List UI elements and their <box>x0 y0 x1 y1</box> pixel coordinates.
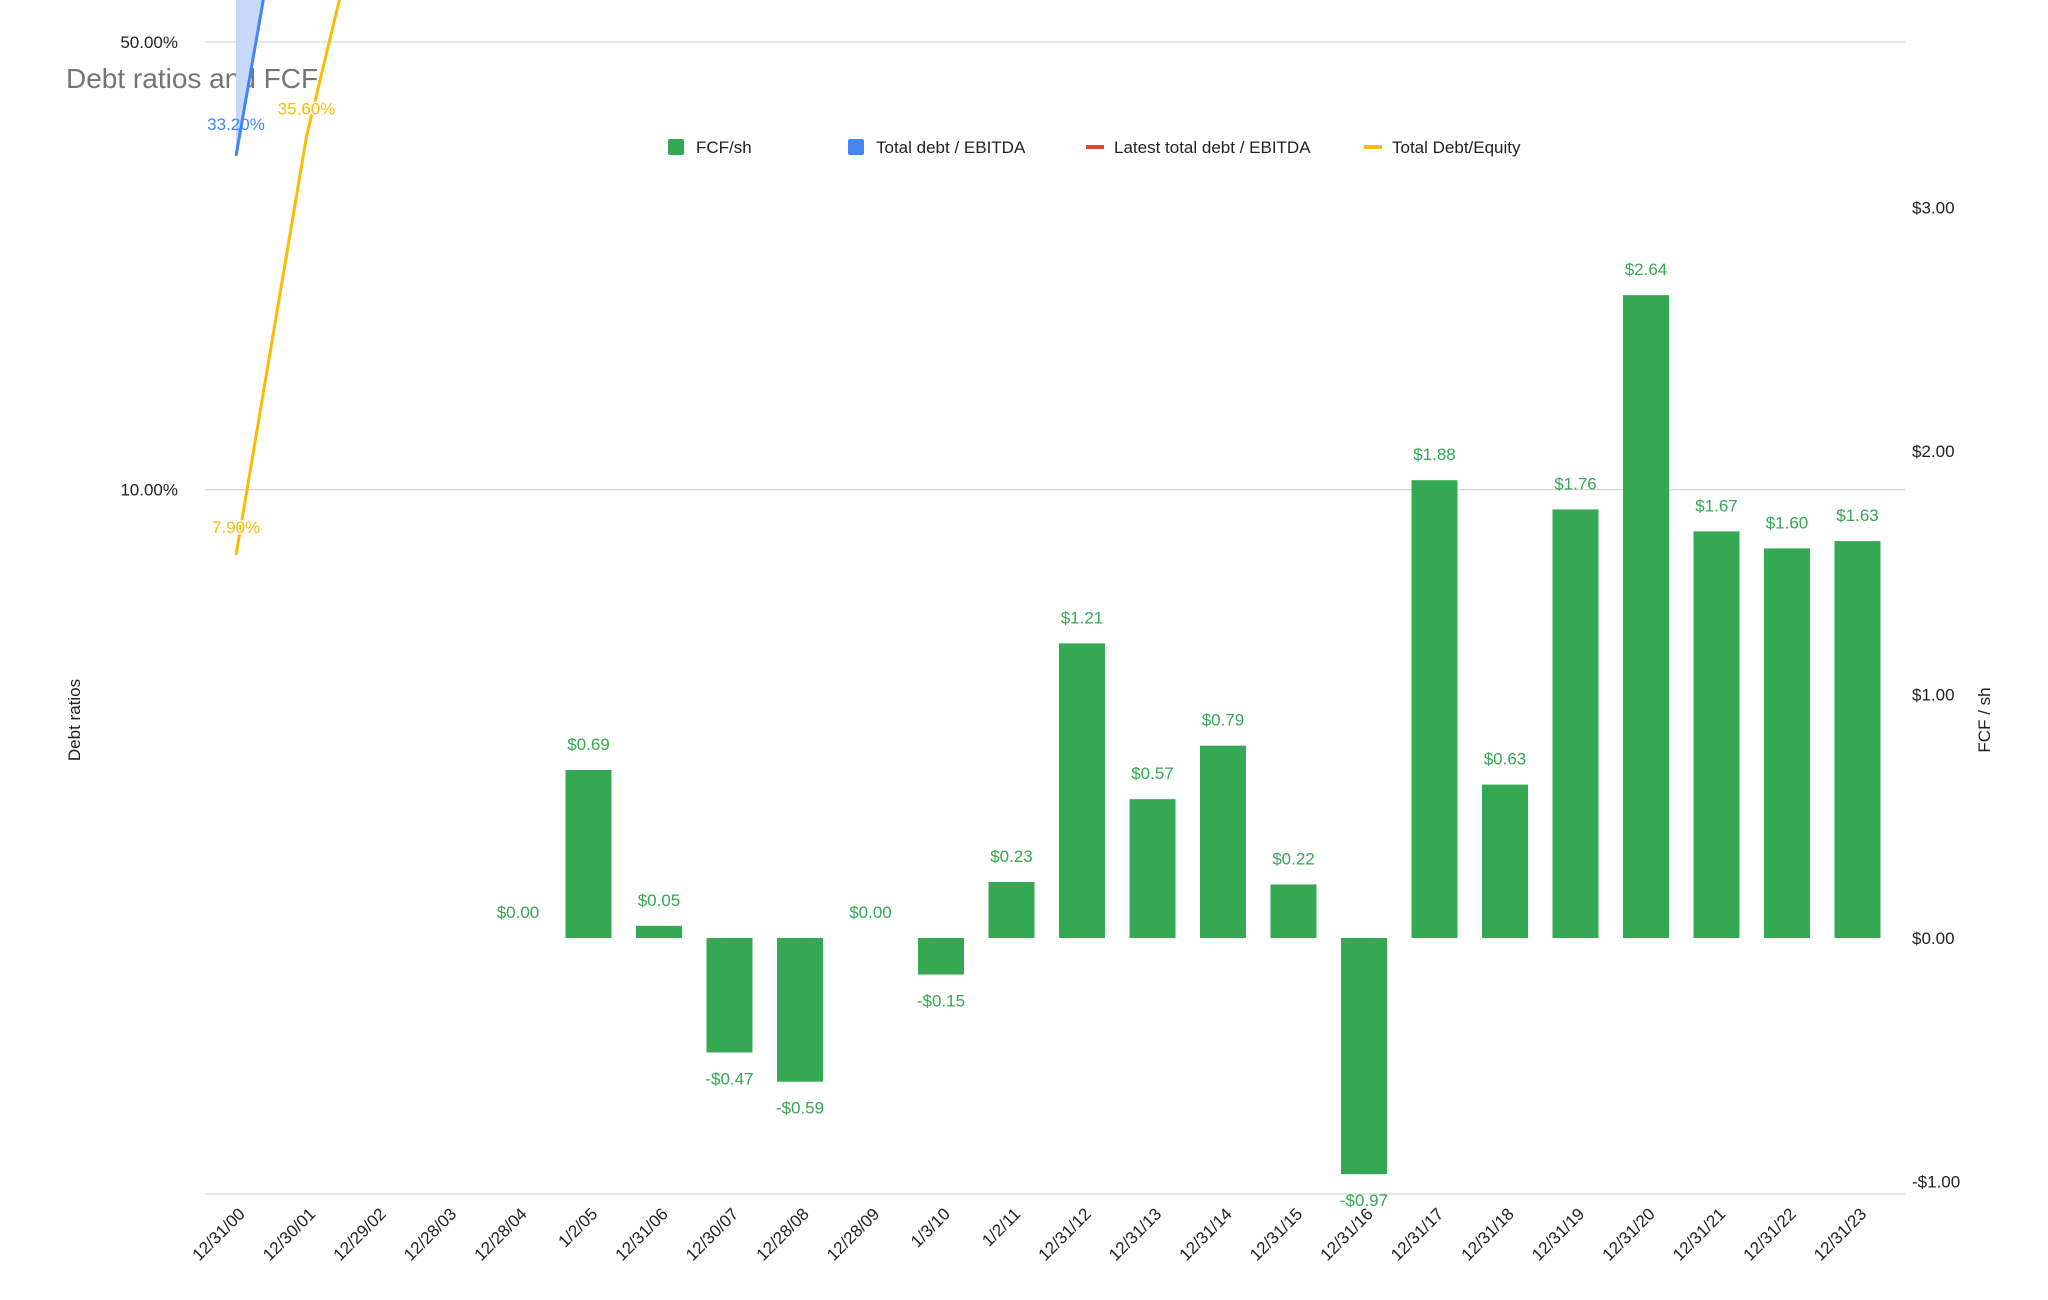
debt-ebitda-label-12-31-00: 33.20% <box>207 115 265 134</box>
fcf-bar-12-31-12 <box>1059 643 1105 938</box>
x-tick-label-12-31-06: 12/31/06 <box>612 1204 672 1264</box>
fcf-bar-12-31-14 <box>1200 745 1246 938</box>
fcf-bar-12-30-07 <box>706 938 753 1053</box>
y-left-tick-label: 50.00% <box>120 33 178 52</box>
fcf-label-12-28-09: $0.00 <box>849 903 892 922</box>
fcf-bar-12-31-20 <box>1623 295 1669 938</box>
x-tick-label-1-2-11: 1/2/11 <box>978 1204 1024 1250</box>
fcf-label-12-28-04: $0.00 <box>497 903 540 922</box>
x-tick-label-12-30-07: 12/30/07 <box>682 1204 742 1264</box>
x-tick-label-12-28-08: 12/28/08 <box>753 1204 813 1264</box>
fcf-bars <box>565 295 1881 1175</box>
y-right-tick-label: $2.00 <box>1912 442 1955 461</box>
x-tick-label-12-29-02: 12/29/02 <box>330 1204 390 1264</box>
fcf-label-1-2-05: $0.69 <box>567 735 610 754</box>
fcf-bar-12-31-22 <box>1764 548 1810 938</box>
legend-label-fcf-sh: FCF/sh <box>696 138 752 157</box>
fcf-label-1-2-11: $0.23 <box>990 847 1033 866</box>
fcf-label-12-31-20: $2.64 <box>1625 260 1668 279</box>
legend-swatch-total-debt-ebitda <box>848 139 864 155</box>
y-left-axis-title: Debt ratios <box>65 679 84 761</box>
x-tick-label-12-31-18: 12/31/18 <box>1458 1204 1518 1264</box>
y-left-tick-label: 10.00% <box>120 481 178 500</box>
fcf-label-12-30-07: -$0.47 <box>705 1069 753 1088</box>
grid-lines <box>205 41 1905 1195</box>
y-right-tick-label: $0.00 <box>1912 929 1955 948</box>
x-tick-label-12-31-13: 12/31/13 <box>1105 1204 1165 1264</box>
fcf-label-12-31-17: $1.88 <box>1413 445 1456 464</box>
legend: FCF/sh Total debt / EBITDA Latest total de… <box>668 138 1521 157</box>
x-tick-label-12-31-16: 12/31/16 <box>1317 1204 1377 1264</box>
debt-ebitda-area <box>236 0 264 156</box>
x-tick-label-1-3-10: 1/3/10 <box>907 1204 954 1251</box>
x-tick-label-1-2-05: 1/2/05 <box>554 1204 601 1251</box>
fcf-label-12-31-14: $0.79 <box>1202 711 1245 730</box>
legend-label-latest-total-debt-ebitda: Latest total debt / EBITDA <box>1114 138 1311 157</box>
fcf-bar-12-31-17 <box>1411 480 1458 938</box>
x-tick-label-12-31-14: 12/31/14 <box>1176 1204 1236 1264</box>
legend-swatch-total-debt-equity <box>1364 145 1382 149</box>
legend-swatch-fcf-sh <box>668 139 684 155</box>
fcf-label-12-31-19: $1.76 <box>1554 474 1597 493</box>
debt-equity-label-12-31-00: 7.90% <box>212 518 260 537</box>
fcf-label-12-31-16: -$0.97 <box>1340 1191 1388 1210</box>
legend-label-total-debt-equity: Total Debt/Equity <box>1392 138 1521 157</box>
fcf-bar-12-31-06 <box>636 925 682 938</box>
y-right-tick-label: -$1.00 <box>1912 1173 1960 1192</box>
fcf-label-12-31-12: $1.21 <box>1061 608 1104 627</box>
x-tick-label-12-31-15: 12/31/15 <box>1246 1204 1306 1264</box>
fcf-bar-12-31-13 <box>1129 799 1176 938</box>
x-tick-label-12-28-04: 12/28/04 <box>471 1204 531 1264</box>
fcf-bar-12-31-18 <box>1482 784 1528 938</box>
data-labels: $0.00 $0.69 $0.05 -$0.47 -$0.59 $0.00 -$0.15 $0… <box>207 98 1879 1210</box>
fcf-bar-1-3-10 <box>918 938 964 975</box>
legend-swatch-latest-total-debt-ebitda <box>1086 145 1104 149</box>
x-tick-label-12-31-17: 12/31/17 <box>1387 1204 1447 1264</box>
fcf-label-12-31-15: $0.22 <box>1272 849 1315 868</box>
fcf-label-12-31-13: $0.57 <box>1131 764 1174 783</box>
axes: 10.00%50.00%100.00%500.00%-$1.00$0.00$1.… <box>120 33 1960 1265</box>
legend-label-total-debt-ebitda: Total debt / EBITDA <box>876 138 1026 157</box>
x-tick-label-12-31-00: 12/31/00 <box>189 1204 249 1264</box>
fcf-bar-12-31-21 <box>1693 531 1740 938</box>
fcf-bar-12-31-23 <box>1834 541 1881 938</box>
fcf-label-12-31-23: $1.63 <box>1836 506 1879 525</box>
series-lines <box>234 0 341 556</box>
y-right-tick-label: $3.00 <box>1912 199 1955 218</box>
x-tick-label-12-28-09: 12/28/09 <box>823 1204 883 1264</box>
fcf-label-12-31-18: $0.63 <box>1484 750 1527 769</box>
x-tick-label-12-31-19: 12/31/19 <box>1528 1204 1588 1264</box>
debt-equity-label-12-30-01: 35.60% <box>278 100 336 119</box>
fcf-bar-12-31-15 <box>1270 884 1317 938</box>
fcf-label-1-3-10: -$0.15 <box>917 992 965 1011</box>
debt-equity-line <box>234 0 341 556</box>
y-right-axis-title: FCF / sh <box>1975 687 1994 752</box>
fcf-bar-12-31-19 <box>1552 509 1599 938</box>
x-tick-label-12-31-20: 12/31/20 <box>1599 1204 1659 1264</box>
fcf-label-12-31-06: $0.05 <box>638 891 681 910</box>
x-tick-label-12-31-22: 12/31/22 <box>1740 1204 1800 1264</box>
x-tick-label-12-31-21: 12/31/21 <box>1669 1204 1729 1264</box>
fcf-bar-12-28-08 <box>777 938 823 1082</box>
x-tick-label-12-30-01: 12/30/01 <box>259 1204 319 1264</box>
x-tick-label-12-28-03: 12/28/03 <box>400 1204 460 1264</box>
fcf-label-12-31-21: $1.67 <box>1695 496 1738 515</box>
fcf-bar-1-2-11 <box>988 881 1035 938</box>
x-tick-label-12-31-12: 12/31/12 <box>1035 1204 1095 1264</box>
fcf-label-12-31-22: $1.60 <box>1766 513 1809 532</box>
x-tick-label-12-31-23: 12/31/23 <box>1810 1204 1870 1264</box>
chart-title: Debt ratios and FCF <box>66 63 318 94</box>
fcf-bar-12-31-16 <box>1341 938 1387 1175</box>
fcf-bar-1-2-05 <box>565 769 612 938</box>
debt-ebitda-line <box>234 0 265 157</box>
y-right-tick-label: $1.00 <box>1912 686 1955 705</box>
fcf-label-12-28-08: -$0.59 <box>776 1099 824 1118</box>
